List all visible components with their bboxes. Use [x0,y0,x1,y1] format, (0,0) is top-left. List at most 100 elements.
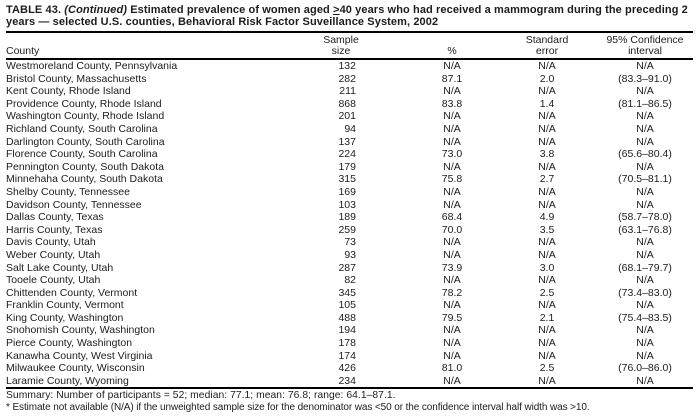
table-row: Pierce County, Washington 178 N/A N/A N/… [6,337,693,350]
cell-standard-error: N/A [538,60,556,72]
cell-county: Westmoreland County, Pennsylvania [6,60,178,72]
title-text-rest: 40 years who had received a mammogram du… [6,4,688,28]
table-number: TABLE 43. [6,4,65,16]
cell-sample-size: 137 [338,135,356,148]
cell-sample-size: 868 [338,97,356,110]
table-row: Davidson County, Tennessee 103 N/A N/A N… [6,199,693,212]
cell-county: Florence County, South Carolina [6,148,158,161]
cell-county: Pierce County, Washington [6,337,133,350]
cell-confidence-interval: N/A [636,135,654,148]
table-row: Milwaukee County, Wisconsin 426 81.0 2.5… [6,362,693,375]
col-header-sample-size: Sample size [306,33,362,60]
cell-sample-size: 174 [338,349,356,362]
cell-percent: 75.8 [441,173,463,186]
cell-confidence-interval: N/A [636,236,654,249]
cell-percent: 78.2 [441,286,463,299]
cell-confidence-interval: N/A [636,274,654,287]
table-row: Davis County, Utah 73 N/A N/A N/A [6,236,693,249]
cell-county: Davidson County, Tennessee [6,198,142,211]
cell-confidence-interval: (68.1–79.7) [618,261,672,274]
table-row: Snohomish County, Washington 194 N/A N/A… [6,324,693,337]
cell-confidence-interval: N/A [636,85,654,98]
greater-equal-symbol: > [333,4,340,16]
cell-sample-size: 94 [344,122,356,135]
cell-confidence-interval: (63.1–76.8) [618,223,672,236]
cell-county: Richland County, South Carolina [6,122,158,135]
cell-percent: N/A [443,135,461,148]
table-body: Westmoreland County, Pennsylvania 132 N/… [6,59,693,387]
cell-percent: 79.5 [441,311,463,324]
cell-sample-size: 426 [338,362,356,375]
cell-confidence-interval: (65.6–80.4) [618,148,672,161]
table-row: Franklin County, Vermont 105 N/A N/A N/A [6,299,693,312]
cell-confidence-interval: (76.0–86.0) [618,362,672,375]
cell-percent: 87.1 [441,72,463,85]
table-row: King County, Washington 488 79.5 2.1 (75… [6,312,693,325]
cell-county: Weber County, Utah [6,248,101,261]
cell-sample-size: 189 [338,211,356,224]
cell-confidence-interval: (83.3–91.0) [618,72,672,85]
cell-standard-error: N/A [538,236,556,249]
cell-sample-size: 178 [338,337,356,350]
table-row: Florence County, South Carolina 224 73.0… [6,148,693,161]
cell-sample-size: 132 [338,60,356,72]
cell-county: Kanawha County, West Virginia [6,349,153,362]
cell-standard-error: 2.0 [539,72,555,85]
table-row: Shelby County, Tennessee 169 N/A N/A N/A [6,186,693,199]
cell-percent: N/A [443,374,461,387]
cell-percent: 68.4 [441,211,463,224]
table-row: Dallas County, Texas 189 68.4 4.9 (58.7–… [6,211,693,224]
cell-confidence-interval: N/A [636,160,654,173]
cell-sample-size: 73 [344,236,356,249]
cell-confidence-interval: N/A [636,110,654,123]
cell-sample-size: 169 [338,185,356,198]
cell-standard-error: N/A [538,135,556,148]
cell-percent: N/A [443,122,461,135]
cell-percent: 73.0 [441,148,463,161]
table-row: Pennington County, South Dakota 179 N/A … [6,161,693,174]
table-row: Tooele County, Utah 82 N/A N/A N/A [6,274,693,287]
cell-county: Milwaukee County, Wisconsin [6,362,145,375]
cell-confidence-interval: (75.4–83.5) [618,311,672,324]
col-header-percent: % [362,33,512,60]
cell-standard-error: N/A [538,337,556,350]
cell-percent: N/A [443,337,461,350]
cell-percent: 83.8 [441,97,463,110]
col-header-standard-error: Standard error [512,33,582,60]
header-row: County Sample size % Standard error 95% … [6,33,693,60]
col-header-confidence-interval: 95% Confidence interval [582,33,693,60]
cell-standard-error: 3.8 [539,148,555,161]
cell-standard-error: 2.5 [539,362,555,375]
table-row: Salt Lake County, Utah 287 73.9 3.0 (68.… [6,262,693,275]
cell-confidence-interval: N/A [636,185,654,198]
table-row: Bristol County, Massachusetts 282 87.1 2… [6,73,693,86]
cell-percent: N/A [443,85,461,98]
table-row: Kent County, Rhode Island 211 N/A N/A N/… [6,85,693,98]
cell-county: Pennington County, South Dakota [6,160,164,173]
cell-standard-error: N/A [538,299,556,312]
cell-standard-error: 2.1 [539,311,555,324]
cell-sample-size: 93 [344,248,356,261]
table-row: Providence County, Rhode Island 868 83.8… [6,98,693,111]
cell-county: Chittenden County, Vermont [6,286,138,299]
cell-sample-size: 287 [338,261,356,274]
prevalence-table: County Sample size % Standard error 95% … [6,33,693,387]
cell-sample-size: 345 [338,286,356,299]
cell-sample-size: 103 [338,198,356,211]
cell-standard-error: N/A [538,374,556,387]
cell-confidence-interval: N/A [636,248,654,261]
cell-percent: N/A [443,324,461,337]
cell-county: Darlington County, South Carolina [6,135,165,148]
cell-confidence-interval: (81.1–86.5) [618,97,672,110]
cell-percent: N/A [443,236,461,249]
cell-standard-error: 3.0 [539,261,555,274]
cell-county: Tooele County, Utah [6,274,101,287]
cell-standard-error: N/A [538,274,556,287]
summary-line: Summary: Number of participants = 52; me… [6,387,693,402]
title-text: Estimated prevalence of women aged [127,4,334,16]
cell-county: Harris County, Texas [6,223,103,236]
cell-percent: 73.9 [441,261,463,274]
cell-standard-error: 2.7 [539,173,555,186]
cell-county: Minnehaha County, South Dakota [6,173,163,186]
